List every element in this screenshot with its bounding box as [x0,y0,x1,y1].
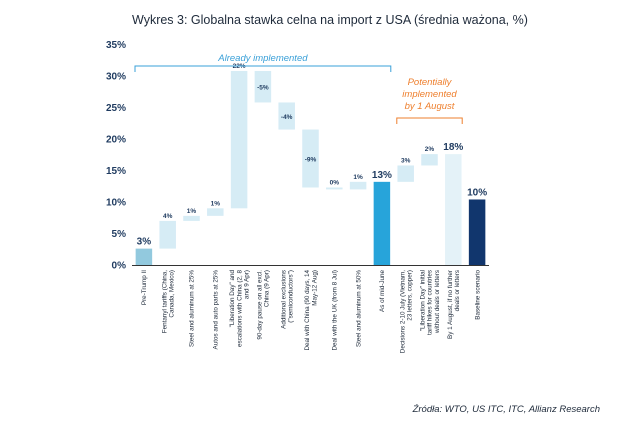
data-label: -5% [257,85,269,92]
y-tick-label: 0% [112,261,127,272]
group-label: Already implemented [217,53,308,64]
bar-4 [230,70,248,209]
data-label: 1% [211,200,221,207]
bar-2 [183,215,200,221]
data-label: 0% [330,180,340,187]
group-annotations: Already implemented Potentially implemente… [134,53,463,124]
group-bracket [396,117,463,124]
bar-6 [278,102,295,130]
group-bracket [134,65,392,72]
bar-13 [445,154,462,265]
y-tick-label: 35% [106,40,126,51]
bar-1 [159,220,176,249]
y-tick-label: 25% [106,103,126,114]
x-tick-label: Baseline scenario [474,270,481,320]
bar-10 [373,181,391,265]
bars [135,70,486,265]
x-tick-label: Autos and auto parts at 25% [213,270,220,350]
bar-3 [207,208,224,216]
data-labels: 3%4%1%1%22%-5%-4%-9%0%1% 13%3%2% 18%10% [137,63,488,248]
x-tick-label: Deal with China (90 days, 14May-12 Aug) [304,270,318,351]
y-tick-label: 30% [106,72,126,83]
group-label: Potentially implemented by 1 August [402,77,457,112]
x-tick-label: "Liberation Day" initialtariff hikes for… [420,270,441,335]
data-label: 1% [187,208,197,215]
data-label: 1% [353,174,363,181]
data-label: 2% [425,146,435,153]
bar-14 [468,199,486,265]
bar-0 [135,248,153,265]
x-tick-label: Fentanyl tariffs (China,Canada, Mexico) [161,270,175,333]
x-tick-label: 90-day pause on all excl.China (9 Apr) [257,270,271,340]
data-label: 4% [163,213,173,220]
source-note: Źródła: WTO, US ITC, ITC, Allianz Resear… [412,404,600,415]
data-label: -4% [281,114,293,121]
x-tick-label: Pre-Trump II [141,270,148,305]
x-axis: Pre-Trump II Fentanyl tariffs (China,Cana… [132,265,489,353]
data-label: 3% [137,237,152,248]
x-tick-label: Decisions 2-10 July (Vietnam,23 letters,… [399,270,413,353]
bar-8 [326,187,343,190]
x-tick-label: Steel and aluminum at 50% [355,270,362,347]
y-tick-label: 15% [106,166,126,177]
x-tick-label: Steel and aluminum at 25% [189,270,196,347]
bar-12 [421,154,438,166]
x-tick-label: Additional exclusions("semiconductors") [280,270,294,329]
x-tick-label: Deal with the UK (from 8 Jul) [332,270,339,351]
data-label: 13% [372,170,392,181]
bar-11 [397,165,414,182]
data-label: 18% [443,142,463,153]
chart-title: Wykres 3: Globalna stawka celna na impor… [132,13,528,27]
data-label: 10% [467,187,487,198]
data-label: -9% [305,157,317,164]
y-tick-label: 5% [112,229,127,240]
x-tick-label: As of mid-June [379,270,386,312]
bar-5 [254,70,272,103]
data-label: 3% [401,157,411,164]
x-tick-label: By 1 August, if no furtherdeals or lette… [447,270,461,339]
x-tick-label: "Liberation Day" andescalations with Chi… [229,270,250,347]
bar-7 [302,129,319,188]
bar-9 [349,181,367,190]
y-axis: 0% 5% 10% 15% 20% 25% 30% 35% [106,40,126,272]
y-tick-label: 10% [106,198,126,209]
y-tick-label: 20% [106,135,126,146]
